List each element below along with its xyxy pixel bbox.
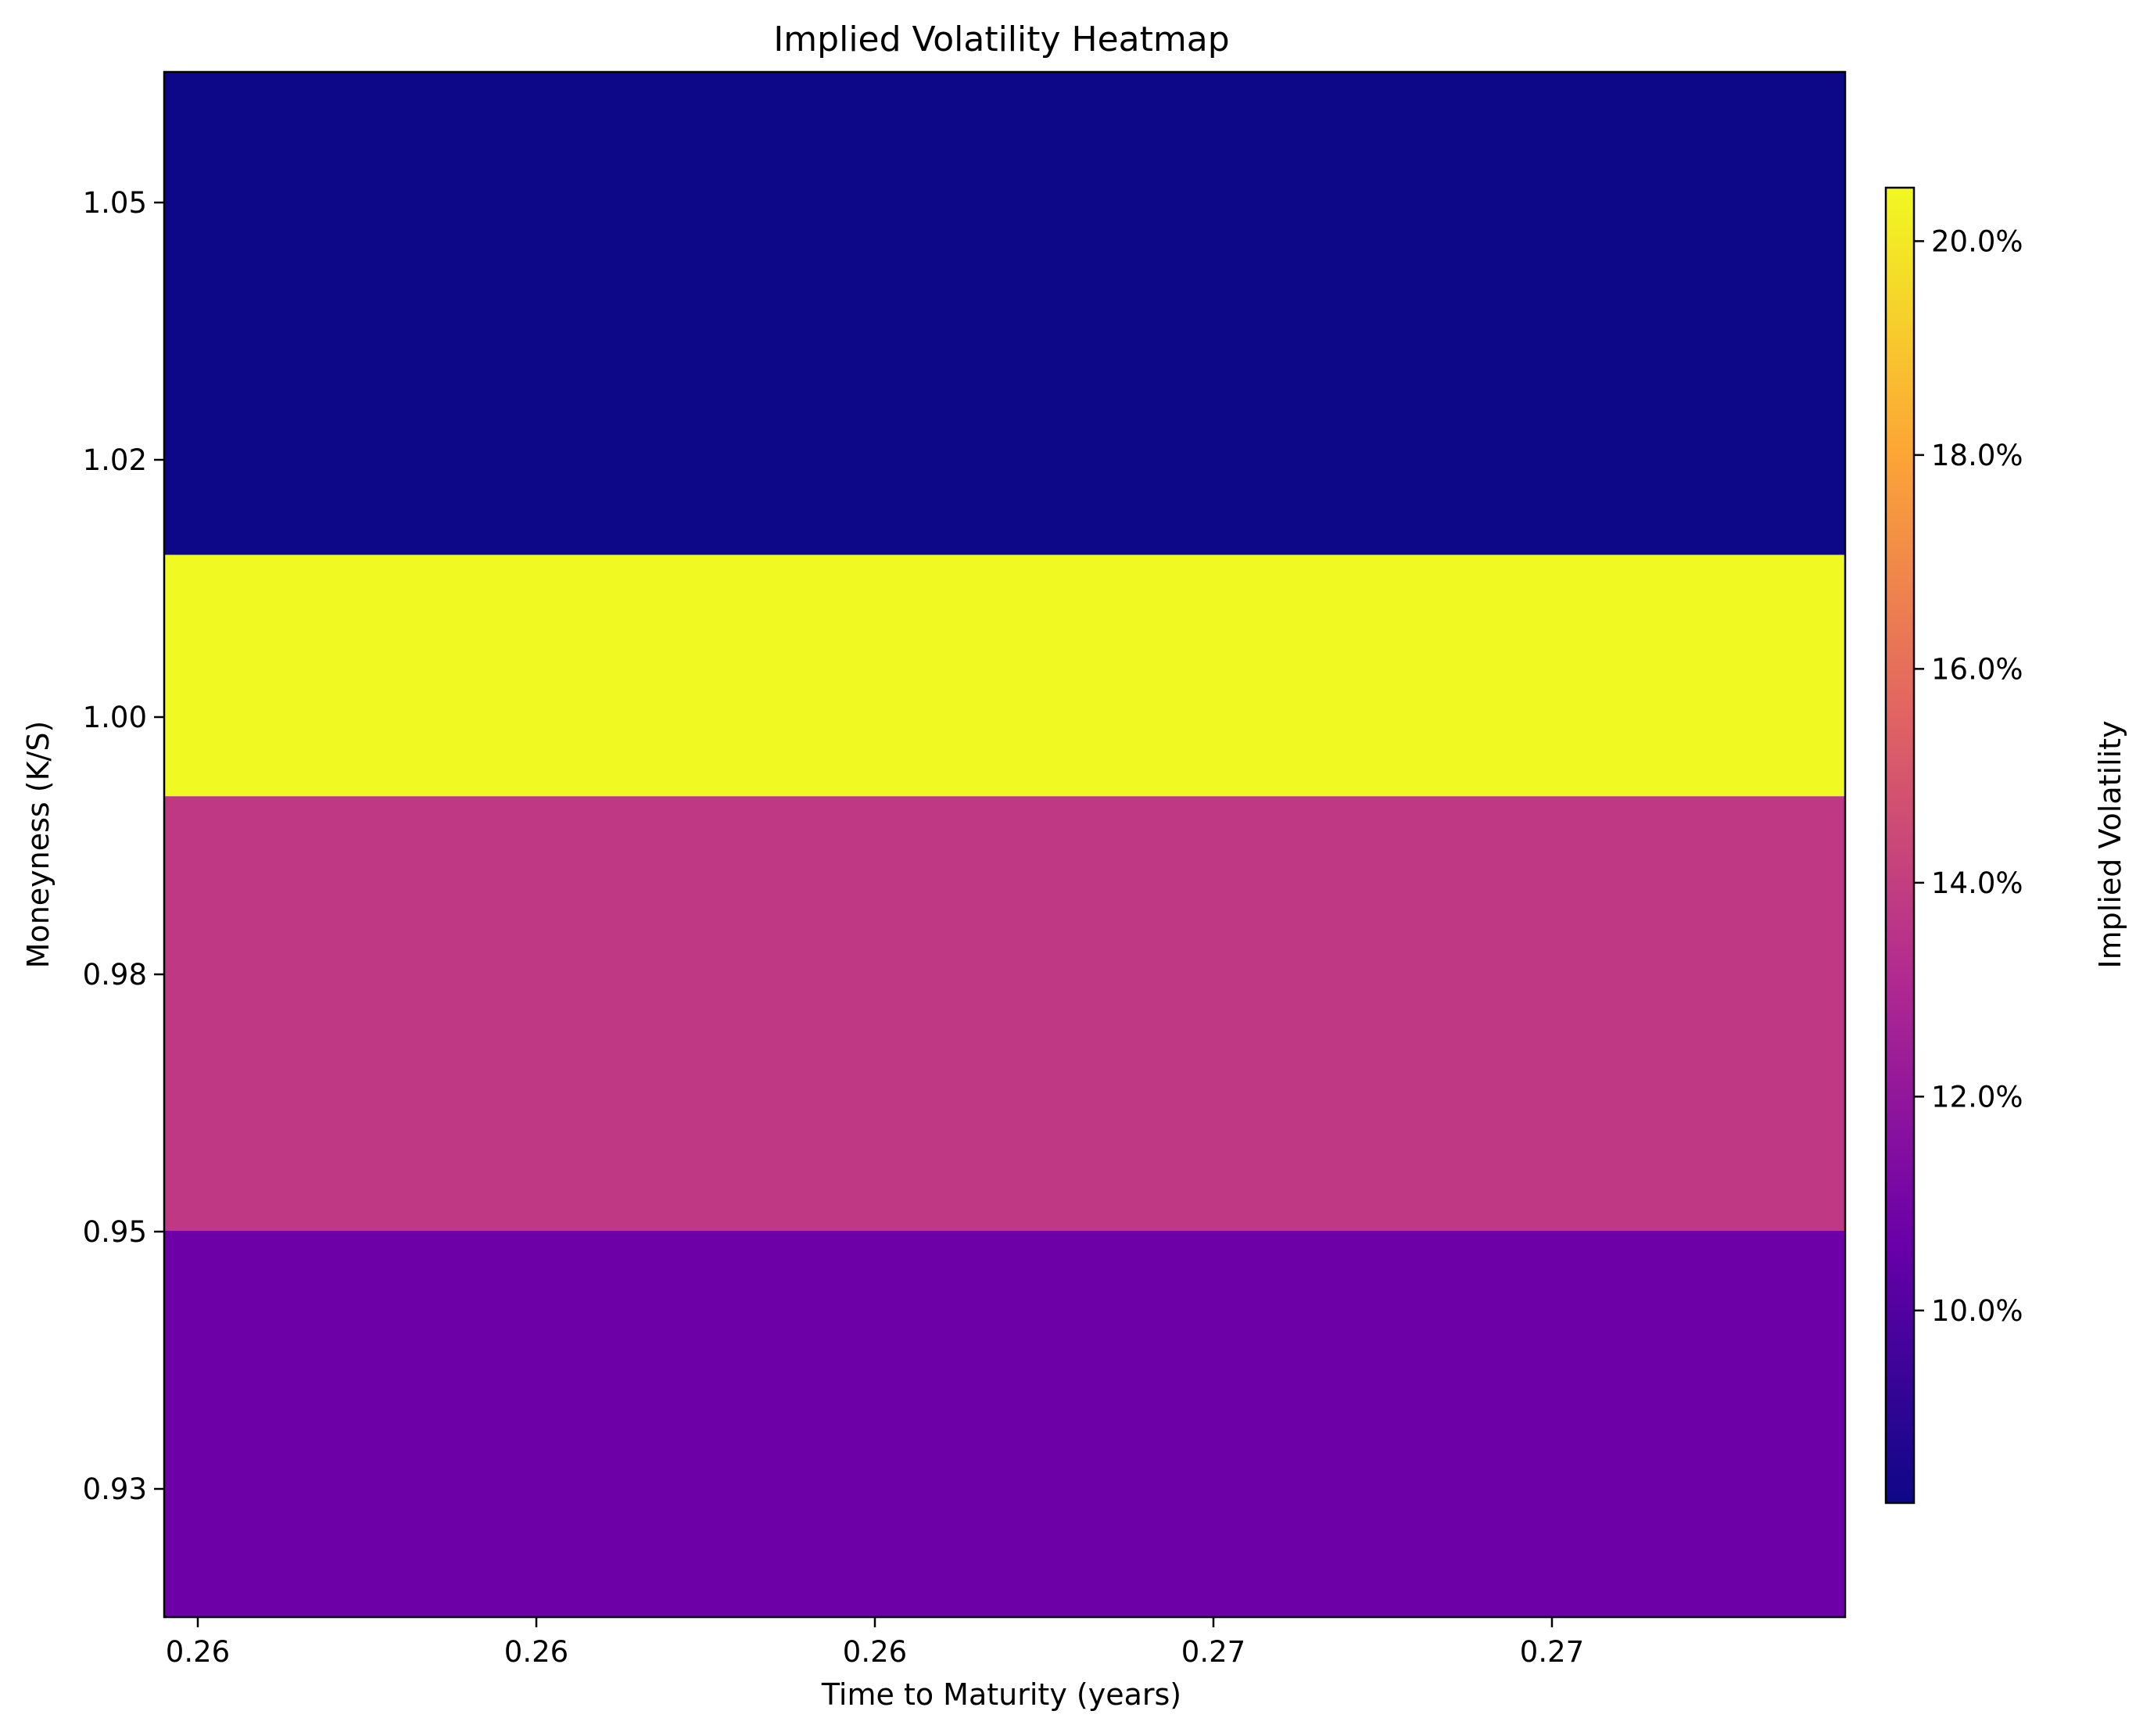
heatmap-cells [164, 72, 1845, 1617]
y-tick-label: 0.93 [83, 1472, 147, 1506]
y-tick-label: 0.98 [83, 958, 147, 992]
y-axis-ticks: 1.05 1.02 1.00 0.98 0.95 0.93 [83, 186, 164, 1506]
y-tick-label: 1.05 [83, 186, 147, 220]
colorbar-tick-label: 20.0% [1931, 224, 2023, 258]
x-axis-label: Time to Maturity (years) [821, 1677, 1181, 1712]
x-tick-label: 0.27 [1520, 1635, 1584, 1669]
colorbar-tick-label: 12.0% [1931, 1080, 2023, 1114]
heatmap-band-1 [164, 72, 1845, 555]
heatmap-band-4 [164, 1231, 1845, 1617]
y-tick-label: 0.95 [83, 1215, 147, 1249]
chart-title: Implied Volatility Heatmap [773, 20, 1229, 59]
y-axis-label: Moneyness (K/S) [21, 721, 56, 969]
colorbar-tick-label: 10.0% [1931, 1294, 2023, 1328]
colorbar-label: Implied Volatility [2093, 720, 2127, 968]
heatmap-band-3 [164, 796, 1845, 1231]
x-tick-label: 0.26 [843, 1635, 907, 1669]
x-tick-label: 0.27 [1181, 1635, 1245, 1669]
x-tick-label: 0.26 [504, 1635, 568, 1669]
plot-frame [163, 70, 1847, 1619]
heatmap-band-2 [164, 554, 1845, 797]
colorbar-tick-label: 18.0% [1931, 439, 2023, 472]
y-tick-label: 1.02 [83, 443, 147, 477]
colorbar [1884, 186, 1916, 1505]
y-tick-label: 1.00 [83, 701, 147, 734]
colorbar-tick-label: 16.0% [1931, 652, 2023, 686]
colorbar-tick-label: 14.0% [1931, 866, 2023, 900]
x-tick-label: 0.26 [166, 1635, 230, 1669]
colorbar-ticks: 10.0% 12.0% 14.0% 16.0% 18.0% 20.0% [1914, 224, 2023, 1328]
x-axis-ticks: 0.26 0.26 0.26 0.27 0.27 [166, 1617, 1584, 1669]
